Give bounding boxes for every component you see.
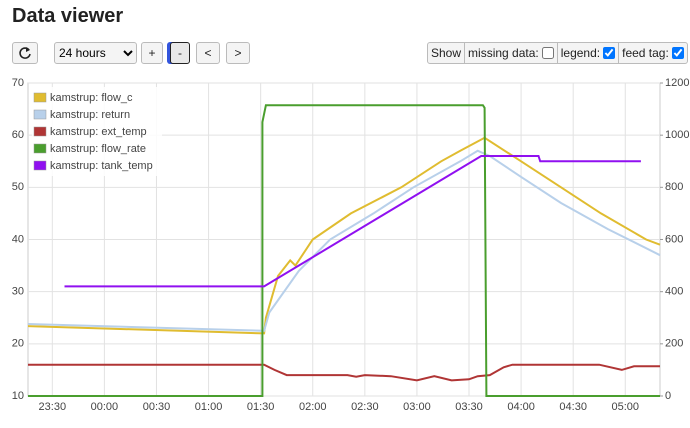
option: legend: [556, 43, 618, 63]
x-tick-label: 04:00 [507, 401, 535, 413]
y-tick-label: 30 [12, 286, 24, 298]
option: feed tag: [618, 43, 687, 63]
toolbar: 24 hours + - < > [12, 42, 252, 64]
series-line [27, 149, 661, 332]
checkbox[interactable] [541, 47, 554, 59]
option-label: legend: [560, 46, 601, 60]
x-tick-label: 03:30 [455, 401, 483, 413]
x-tick-label: 02:00 [299, 401, 327, 413]
y2-tick-label: 1000 [665, 129, 689, 141]
forward-button[interactable]: > [226, 42, 250, 64]
y-tick-label: 60 [12, 129, 24, 141]
legend-swatch [33, 109, 47, 120]
y-tick-label: 20 [12, 338, 24, 350]
page-title: Data viewer [12, 5, 124, 27]
y2-tick-label: 400 [665, 286, 683, 298]
series-line [28, 104, 660, 397]
refresh-icon [19, 47, 31, 59]
x-tick-label: 01:00 [195, 401, 223, 413]
plot-area [27, 82, 661, 397]
legend-swatch [33, 160, 47, 171]
y-tick-label: 50 [12, 181, 24, 193]
y-tick-label: 10 [12, 390, 24, 402]
y2-tick-label: 200 [665, 338, 683, 350]
y2-tick-label: 0 [665, 390, 671, 402]
checkbox[interactable] [671, 47, 684, 59]
x-tick-label: 05:00 [612, 401, 640, 413]
option-label: missing data: [468, 46, 539, 60]
option-label: feed tag: [622, 46, 669, 60]
legend-swatch [33, 92, 47, 103]
legend-label: kamstrup: return [50, 109, 130, 121]
legend-label: kamstrup: tank_temp [50, 160, 153, 172]
x-tick-label: 00:00 [91, 401, 119, 413]
show-label: Show [431, 46, 462, 60]
legend-label: kamstrup: flow_rate [50, 143, 146, 155]
show-options: Show missing data: legend: feed tag: [427, 42, 688, 64]
x-tick-label: 02:30 [351, 401, 379, 413]
zoom-in-button[interactable]: + [141, 42, 163, 64]
y-tick-label: 40 [12, 233, 24, 245]
series-line [28, 363, 660, 382]
y-tick-label: 70 [12, 77, 24, 89]
y2-tick-label: 800 [665, 181, 683, 193]
x-tick-label: 23:30 [39, 401, 67, 413]
series-line [27, 136, 661, 335]
option: missing data: [464, 43, 557, 63]
legend-box [32, 87, 162, 176]
zoom-out-button[interactable]: - [170, 42, 190, 64]
y2-tick-label: 1200 [665, 77, 689, 89]
legend-swatch [33, 126, 47, 137]
x-tick-label: 04:30 [559, 401, 587, 413]
legend-label: kamstrup: flow_c [50, 92, 133, 104]
back-button[interactable]: < [196, 42, 220, 64]
legend-label: kamstrup: ext_temp [50, 126, 147, 138]
x-tick-label: 01:30 [247, 401, 275, 413]
checkbox[interactable] [603, 47, 616, 59]
series-line [64, 155, 641, 288]
y2-tick-label: 600 [665, 233, 683, 245]
legend-swatch [33, 143, 47, 154]
x-tick-label: 00:30 [143, 401, 171, 413]
range-select[interactable]: 24 hours [54, 42, 137, 64]
x-tick-label: 03:00 [403, 401, 431, 413]
refresh-button[interactable] [12, 42, 38, 64]
